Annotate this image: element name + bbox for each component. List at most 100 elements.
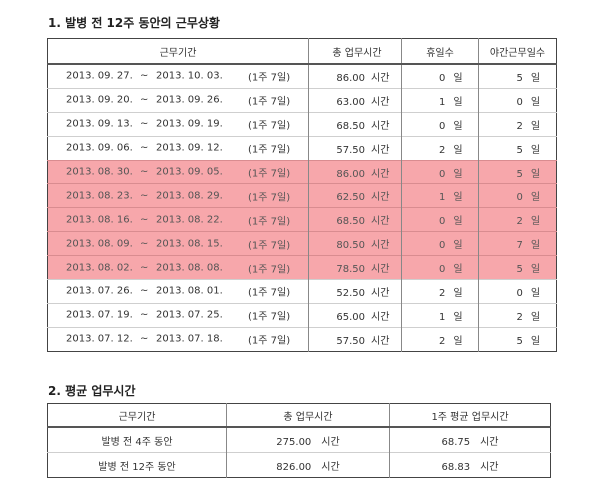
total-hours-cell: 63.00 시간	[308, 87, 402, 113]
period-start: 2013. 09. 27.	[66, 70, 133, 82]
total-hours-value: 86.00	[336, 168, 365, 180]
table-row: 2013. 09. 27. ~2013. 10. 03. (1주 7일) 86.00 시…	[47, 63, 557, 89]
period-tilde: ~	[140, 309, 149, 321]
days-off-value: 1	[439, 96, 446, 108]
hours-unit: 시간	[371, 144, 390, 156]
weekly-average-cell: 68.83 시간	[389, 452, 551, 478]
period-tilde: ~	[140, 190, 149, 202]
night-days-value: 2	[516, 216, 523, 228]
day-unit: 일	[453, 287, 463, 299]
period-end: 2013. 08. 22.	[156, 214, 223, 226]
period-end: 2013. 10. 03.	[156, 70, 223, 82]
total-hours-cell: 68.50 시간	[308, 111, 402, 137]
period-cell: 발병 전 12주 동안	[47, 452, 227, 478]
period-week: (1주 7일)	[248, 72, 291, 84]
period-start: 2013. 07. 19.	[66, 309, 133, 321]
hours-unit: 시간	[371, 96, 390, 108]
total-hours-value: 275.00	[276, 436, 312, 448]
period-end: 2013. 09. 19.	[156, 118, 223, 130]
night-days-value: 5	[516, 264, 523, 276]
total-hours-value: 68.50	[336, 120, 365, 132]
hours-unit: 시간	[371, 311, 390, 323]
day-unit: 일	[453, 120, 463, 132]
table-row: 2013. 07. 26. ~2013. 08. 01. (1주 7일) 52.50 시…	[47, 279, 557, 304]
period-end: 2013. 08. 29.	[156, 190, 223, 202]
table-row: 2013. 07. 19. ~2013. 07. 25. (1주 7일) 65.00 시…	[47, 302, 557, 328]
total-hours-value: 86.00	[336, 72, 365, 84]
period-week: (1주 7일)	[248, 287, 291, 299]
period-cell: 2013. 07. 12. ~2013. 07. 18. (1주 7일)	[47, 326, 309, 352]
period-end: 2013. 08. 15.	[156, 238, 223, 250]
weekly-average-value: 68.75	[441, 436, 471, 448]
period-tilde: ~	[140, 94, 149, 106]
period-tilde: ~	[140, 166, 149, 178]
total-hours-cell: 78.50 시간	[308, 255, 402, 280]
total-hours-cell: 68.50 시간	[308, 207, 402, 232]
period-cell: 2013. 09. 20. ~2013. 09. 26. (1주 7일)	[47, 87, 309, 113]
hours-unit: 시간	[371, 192, 390, 204]
period-cell: 2013. 08. 09. ~2013. 08. 15. (1주 7일)	[47, 231, 309, 256]
days-off-value: 0	[439, 72, 446, 84]
night-days-value: 7	[516, 240, 523, 252]
total-hours-cell: 275.00 시간	[226, 426, 390, 453]
table-row: 2013. 08. 09. ~2013. 08. 15. (1주 7일) 80.50 시…	[47, 231, 557, 256]
night-days-value: 0	[516, 192, 523, 204]
period-end: 2013. 09. 05.	[156, 166, 223, 178]
header-total-hours: 총 업무시간	[226, 403, 390, 428]
total-hours-cell: 62.50 시간	[308, 183, 402, 208]
day-unit: 일	[453, 240, 463, 252]
total-hours-value: 65.00	[336, 311, 365, 323]
total-hours-value: 826.00	[276, 461, 312, 473]
period-cell: 2013. 09. 06. ~2013. 09. 12. (1주 7일)	[47, 135, 309, 161]
night-days-value: 5	[516, 168, 523, 180]
table-row: 2013. 07. 12. ~2013. 07. 18. (1주 7일) 57.50 시…	[47, 326, 557, 352]
total-hours-value: 57.50	[336, 335, 365, 347]
table-row: 2013. 08. 23. ~2013. 08. 29. (1주 7일) 62.50 시…	[47, 183, 557, 208]
period-end: 2013. 09. 26.	[156, 94, 223, 106]
average-hours-table: 근무기간 총 업무시간 1주 평균 업무시간 발병 전 4주 동안 275.00 시…	[47, 403, 551, 478]
total-hours-value: 57.50	[336, 144, 365, 156]
day-unit: 일	[530, 72, 541, 84]
total-hours-cell: 86.00 시간	[308, 159, 402, 184]
period-cell: 2013. 09. 13. ~2013. 09. 19. (1주 7일)	[47, 111, 309, 137]
table-row: 발병 전 4주 동안 275.00 시간 68.75 시간	[47, 426, 551, 453]
period-week: (1주 7일)	[248, 168, 291, 180]
total-hours-cell: 57.50 시간	[308, 326, 402, 352]
day-unit: 일	[453, 72, 463, 84]
night-days-value: 0	[516, 96, 523, 108]
night-days-value: 0	[516, 287, 523, 299]
period-tilde: ~	[140, 333, 149, 345]
days-off-value: 1	[439, 192, 446, 204]
table-row: 2013. 09. 13. ~2013. 09. 19. (1주 7일) 68.50 시…	[47, 111, 557, 137]
period-cell: 2013. 07. 26. ~2013. 08. 01. (1주 7일)	[47, 279, 309, 304]
table-row: 발병 전 12주 동안 826.00 시간 68.83 시간	[47, 452, 551, 478]
period-week: (1주 7일)	[248, 96, 291, 108]
header-total-hours: 총 업무시간	[308, 38, 402, 65]
period-cell: 2013. 08. 02. ~2013. 08. 08. (1주 7일)	[47, 255, 309, 280]
hours-unit: 시간	[371, 264, 390, 276]
total-hours-value: 80.50	[336, 240, 365, 252]
period-start: 2013. 09. 13.	[66, 118, 133, 130]
period-cell: 발병 전 4주 동안	[47, 426, 227, 453]
header-period: 근무기간	[47, 403, 227, 428]
period-cell: 2013. 08. 23. ~2013. 08. 29. (1주 7일)	[47, 183, 309, 208]
day-unit: 일	[530, 311, 541, 323]
header-night-days: 야간근무일수	[478, 38, 557, 65]
total-hours-cell: 80.50 시간	[308, 231, 402, 256]
period-week: (1주 7일)	[248, 335, 291, 347]
period-week: (1주 7일)	[248, 192, 291, 204]
days-off-value: 0	[439, 120, 446, 132]
total-hours-value: 68.50	[336, 216, 365, 228]
night-days-value: 5	[516, 144, 523, 156]
day-unit: 일	[453, 216, 463, 228]
period-week: (1주 7일)	[248, 216, 291, 228]
period-start: 2013. 08. 16.	[66, 214, 133, 226]
period-start: 2013. 09. 20.	[66, 94, 133, 106]
days-off-value: 0	[439, 264, 446, 276]
